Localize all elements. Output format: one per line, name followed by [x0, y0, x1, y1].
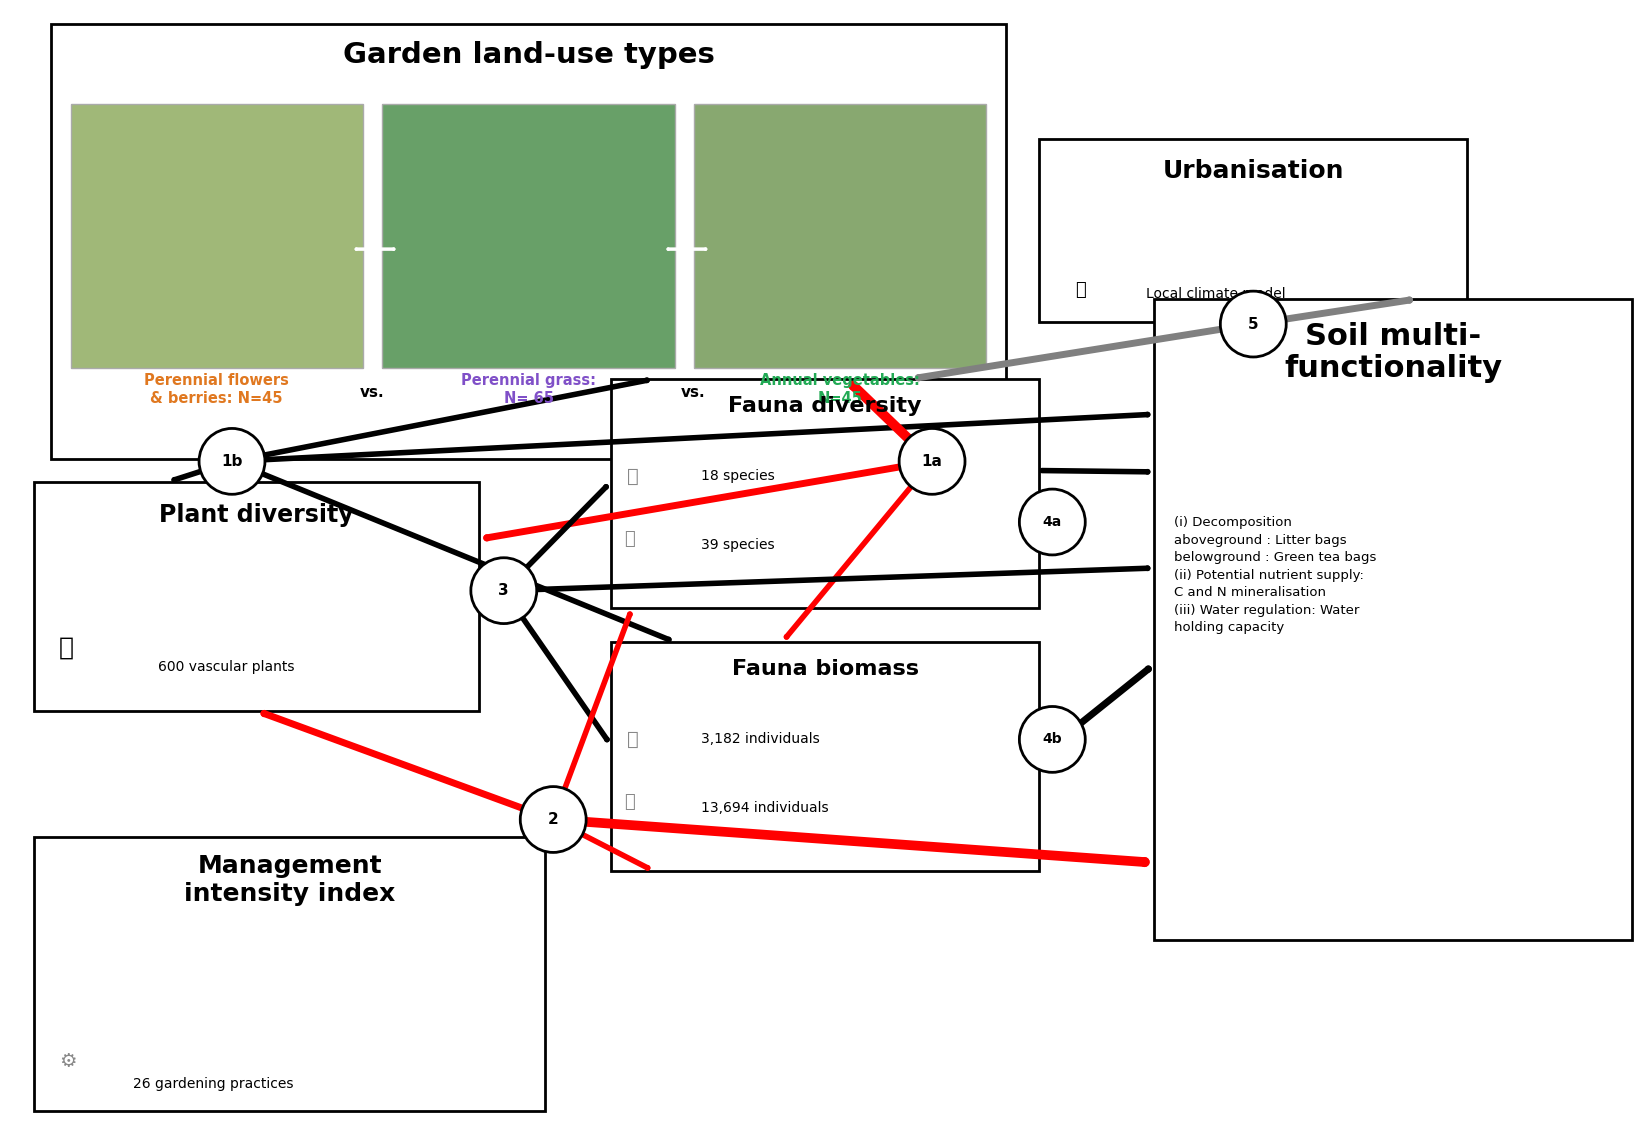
Text: (i) Decomposition
aboveground : Litter bags
belowground : Green tea bags
(ii) Po: (i) Decomposition aboveground : Litter b… — [1175, 516, 1376, 634]
Text: 〰: 〰 — [627, 729, 639, 749]
FancyBboxPatch shape — [1040, 139, 1467, 322]
Text: Urbanisation: Urbanisation — [1163, 159, 1345, 184]
Text: 26 gardening practices: 26 gardening practices — [134, 1077, 294, 1091]
Ellipse shape — [1020, 489, 1086, 555]
Text: Fauna biomass: Fauna biomass — [731, 660, 919, 679]
FancyBboxPatch shape — [51, 24, 1006, 459]
Ellipse shape — [1020, 707, 1086, 772]
Text: 🌿: 🌿 — [59, 635, 74, 660]
Text: 1b: 1b — [221, 454, 243, 469]
Text: 4b: 4b — [1043, 733, 1063, 747]
Text: 2: 2 — [548, 812, 559, 827]
Text: 🕷: 🕷 — [624, 530, 635, 548]
Text: vs.: vs. — [680, 384, 705, 399]
Ellipse shape — [520, 787, 586, 852]
Text: 〰: 〰 — [627, 467, 639, 485]
FancyBboxPatch shape — [610, 379, 1040, 608]
FancyBboxPatch shape — [695, 104, 987, 367]
Text: Perennial flowers
& berries: N=45: Perennial flowers & berries: N=45 — [144, 373, 289, 406]
Text: Plant diversity: Plant diversity — [160, 502, 355, 526]
Text: ⚙: ⚙ — [59, 1052, 76, 1071]
Text: 🕷: 🕷 — [624, 794, 635, 811]
Ellipse shape — [1221, 291, 1287, 357]
FancyBboxPatch shape — [1155, 299, 1632, 939]
Text: 600 vascular plants: 600 vascular plants — [158, 661, 294, 674]
Text: Annual vegetables:
N=45: Annual vegetables: N=45 — [761, 373, 921, 406]
Text: Local climate model: Local climate model — [1147, 287, 1285, 302]
FancyBboxPatch shape — [35, 482, 478, 711]
Text: Garden land-use types: Garden land-use types — [343, 41, 714, 70]
Text: 4a: 4a — [1043, 515, 1063, 529]
Text: Perennial grass:
N= 65: Perennial grass: N= 65 — [460, 373, 596, 406]
Ellipse shape — [899, 429, 965, 494]
Text: Soil multi-
functionality: Soil multi- functionality — [1284, 322, 1503, 383]
Text: 🏛: 🏛 — [1076, 281, 1086, 299]
Text: 5: 5 — [1247, 317, 1259, 331]
FancyBboxPatch shape — [383, 104, 675, 367]
Text: 1a: 1a — [922, 454, 942, 469]
FancyBboxPatch shape — [35, 836, 544, 1111]
FancyBboxPatch shape — [71, 104, 363, 367]
Text: vs.: vs. — [360, 384, 384, 399]
Ellipse shape — [470, 557, 536, 624]
Ellipse shape — [200, 429, 266, 494]
FancyBboxPatch shape — [610, 642, 1040, 871]
Text: 18 species: 18 species — [701, 469, 776, 483]
Text: Fauna diversity: Fauna diversity — [728, 396, 922, 416]
Text: 3: 3 — [498, 583, 510, 599]
Text: Management
intensity index: Management intensity index — [185, 853, 396, 906]
Text: 39 species: 39 species — [701, 538, 776, 552]
Text: 13,694 individuals: 13,694 individuals — [701, 801, 828, 816]
Text: 3,182 individuals: 3,182 individuals — [701, 733, 820, 747]
